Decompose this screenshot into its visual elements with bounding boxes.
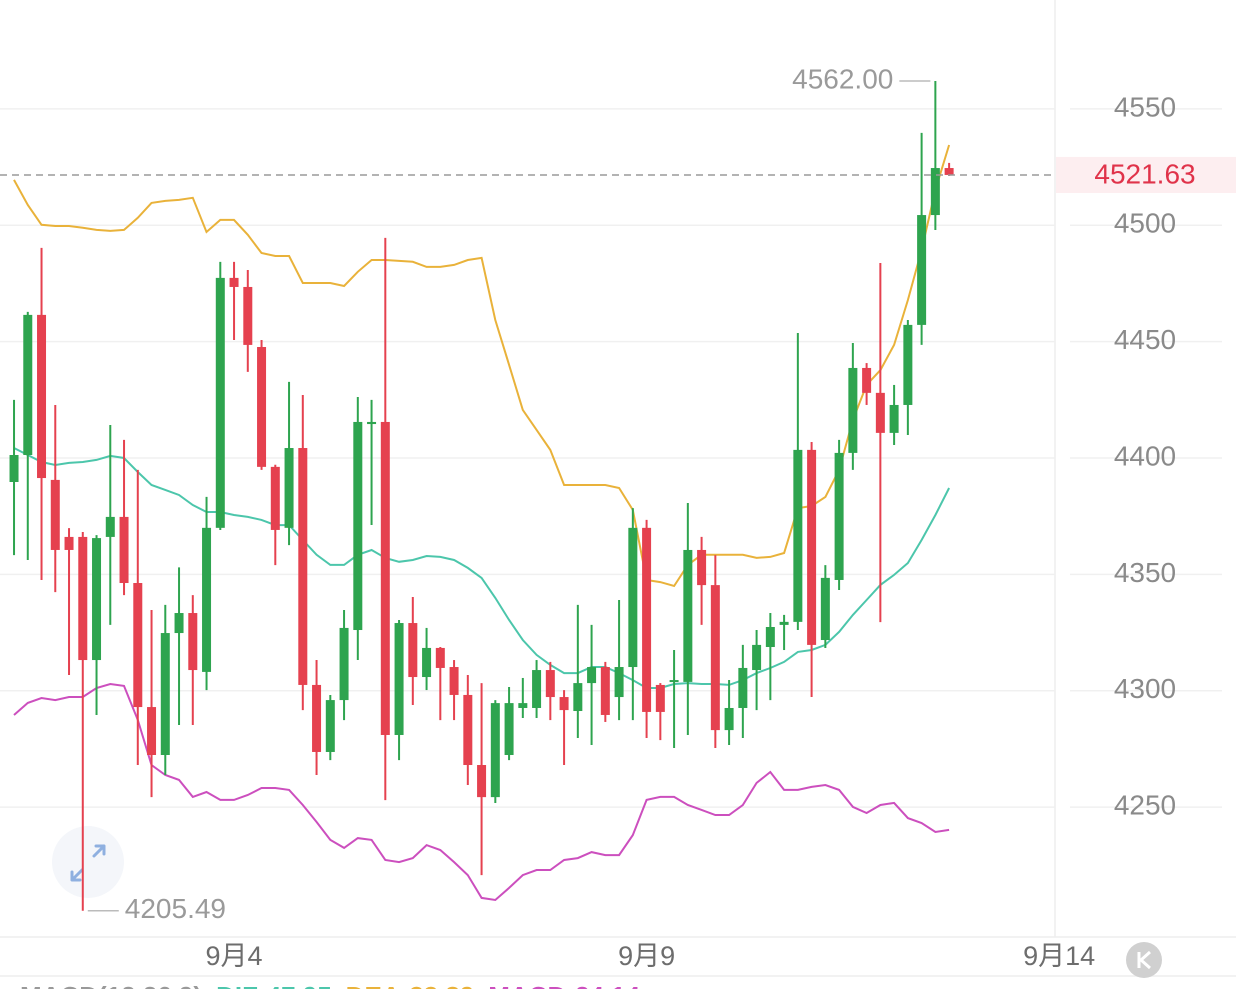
candle-body bbox=[367, 421, 377, 425]
kline-button-bg[interactable] bbox=[1126, 942, 1162, 978]
candle-body bbox=[917, 215, 927, 325]
candle-body bbox=[463, 694, 473, 766]
candle-body bbox=[710, 585, 720, 731]
candle-body bbox=[380, 421, 390, 735]
candle-body bbox=[257, 347, 267, 467]
candle-body bbox=[600, 667, 610, 715]
band-line bbox=[13, 682, 950, 902]
high-annotation: 4562.00 bbox=[792, 63, 893, 94]
candle-body bbox=[23, 314, 33, 456]
low-annotation: 4205.49 bbox=[125, 893, 226, 924]
macd-legend-item: MACD(12,26,9) bbox=[20, 981, 202, 989]
candle-body bbox=[422, 647, 432, 678]
candle-body bbox=[174, 613, 184, 634]
candles bbox=[9, 80, 954, 911]
candle-body bbox=[188, 613, 198, 671]
candle-body bbox=[545, 670, 555, 698]
candle-body bbox=[270, 466, 280, 530]
candle-body bbox=[160, 633, 170, 755]
candle-body bbox=[339, 627, 349, 701]
x-tick-label: 9月14 bbox=[1023, 941, 1095, 971]
kline-icon[interactable] bbox=[1137, 950, 1151, 970]
x-tick-label: 9月9 bbox=[618, 941, 675, 971]
candle-body bbox=[738, 667, 748, 708]
candle-body bbox=[9, 455, 19, 482]
candle-body bbox=[284, 448, 294, 528]
candle-body bbox=[298, 448, 308, 685]
last-price-box bbox=[1056, 156, 1236, 193]
candle-body bbox=[848, 367, 858, 453]
candle-body bbox=[50, 479, 60, 550]
candle-body bbox=[532, 670, 542, 708]
candle-body bbox=[202, 527, 212, 672]
candle-body bbox=[37, 314, 47, 479]
candle-body bbox=[820, 577, 830, 641]
candle-body bbox=[312, 684, 322, 752]
expand-button-bg[interactable] bbox=[52, 826, 124, 898]
candle-body bbox=[435, 647, 445, 668]
candle-body bbox=[930, 168, 940, 216]
last-price-label: 4521.63 bbox=[1094, 158, 1195, 189]
candle-body bbox=[147, 707, 157, 755]
candle-body bbox=[903, 324, 913, 405]
candle-body bbox=[449, 667, 459, 695]
candle-body bbox=[834, 452, 844, 580]
candle-body bbox=[587, 667, 597, 684]
candle-body bbox=[394, 623, 404, 735]
candle-body bbox=[889, 404, 899, 433]
candle-body bbox=[92, 538, 102, 661]
candle-body bbox=[477, 765, 487, 798]
candle-body bbox=[669, 680, 679, 683]
kline-button[interactable] bbox=[1126, 942, 1162, 978]
candle-body bbox=[573, 683, 583, 712]
candle-body bbox=[229, 277, 239, 287]
candle-body bbox=[518, 703, 528, 708]
x-tick-label: 9月4 bbox=[206, 941, 263, 971]
y-tick-label: 4500 bbox=[1114, 208, 1176, 239]
macd-legend-item: MACD:24.14 bbox=[488, 981, 640, 989]
y-tick-label: 4250 bbox=[1114, 790, 1176, 821]
candle-body bbox=[105, 516, 115, 537]
candle-body bbox=[655, 684, 665, 712]
candle-body bbox=[807, 449, 817, 645]
expand-icon[interactable] bbox=[70, 844, 106, 882]
candle-body bbox=[504, 703, 514, 755]
candle-body bbox=[642, 527, 652, 712]
candle-body bbox=[875, 392, 885, 433]
candle-body bbox=[697, 549, 707, 586]
candle-body bbox=[353, 421, 363, 631]
candle-body bbox=[215, 277, 225, 528]
candle-body bbox=[78, 536, 88, 661]
y-tick-label: 4550 bbox=[1114, 91, 1176, 122]
candle-body bbox=[752, 644, 762, 671]
y-tick-label: 4450 bbox=[1114, 324, 1176, 355]
candle-body bbox=[724, 707, 734, 731]
candle-body bbox=[64, 536, 74, 550]
band-line bbox=[13, 447, 950, 689]
candle-body bbox=[862, 367, 872, 393]
candle-body bbox=[133, 583, 143, 708]
macd-legend-item: DIF:47.95 bbox=[216, 981, 332, 989]
candle-body bbox=[614, 667, 624, 698]
y-tick-label: 4300 bbox=[1114, 673, 1176, 704]
candle-body bbox=[559, 697, 569, 711]
candle-body bbox=[944, 168, 954, 175]
candle-body bbox=[325, 700, 335, 752]
candle-body bbox=[408, 623, 418, 678]
candle-body bbox=[243, 286, 253, 345]
candle-body bbox=[779, 621, 789, 625]
band-line bbox=[13, 144, 951, 588]
candle-body bbox=[490, 703, 500, 798]
candle-body bbox=[628, 527, 638, 668]
macd-legend-item: DEA:33.89 bbox=[346, 981, 475, 989]
candle-body bbox=[793, 449, 803, 622]
y-tick-label: 4400 bbox=[1114, 440, 1176, 471]
expand-button[interactable] bbox=[52, 826, 124, 898]
candle-body bbox=[683, 549, 693, 682]
candle-body bbox=[765, 626, 775, 648]
y-tick-label: 4350 bbox=[1114, 557, 1176, 588]
candle-body bbox=[119, 516, 129, 584]
